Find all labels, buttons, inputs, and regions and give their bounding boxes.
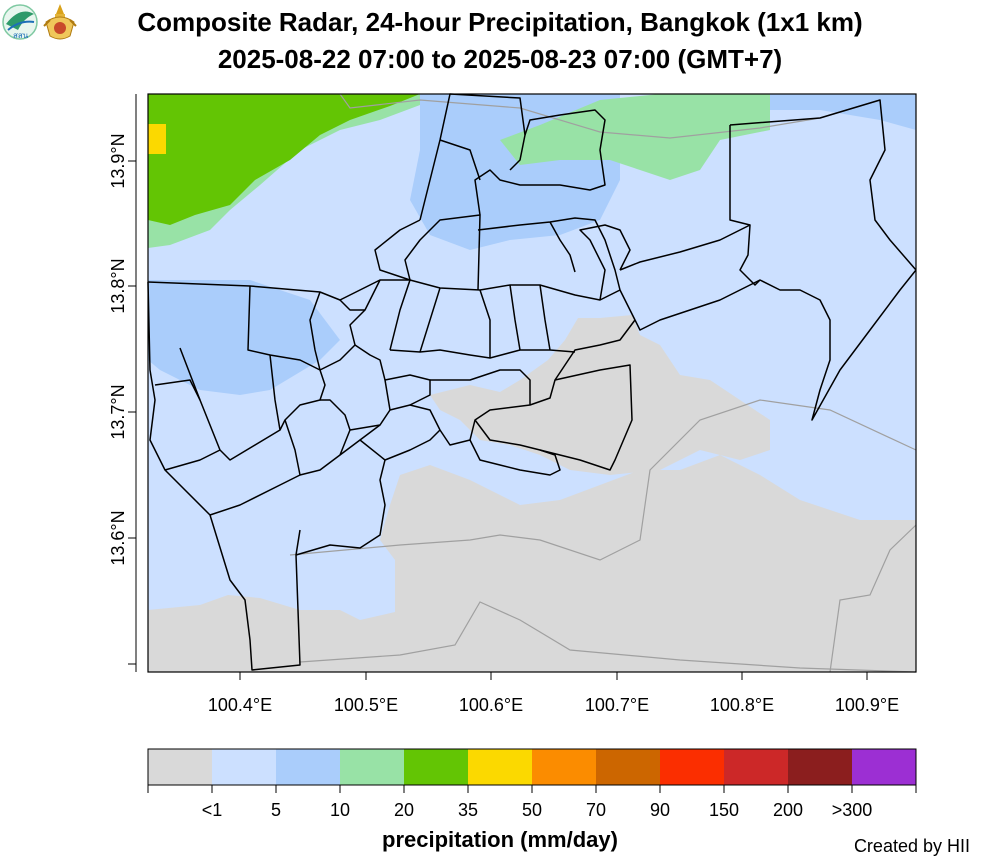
x-tick-label: 100.6°E bbox=[459, 695, 523, 715]
y-axis: 13.9°N 13.8°N 13.7°N 13.6°N bbox=[108, 94, 137, 672]
y-tick-label: 13.9°N bbox=[108, 133, 128, 188]
legend-swatch bbox=[404, 749, 469, 785]
precipitation-raster bbox=[148, 94, 916, 672]
raster-5-10-west bbox=[148, 280, 340, 395]
y-tick-label: 13.7°N bbox=[108, 384, 128, 439]
legend-swatch bbox=[468, 749, 533, 785]
y-tick-label: 13.6°N bbox=[108, 510, 128, 565]
legend-label: 150 bbox=[709, 800, 739, 820]
legend-label: 50 bbox=[522, 800, 542, 820]
legend-swatch bbox=[148, 749, 213, 785]
district-boundaries bbox=[147, 93, 917, 671]
legend-label: 10 bbox=[330, 800, 350, 820]
legend-swatch bbox=[276, 749, 341, 785]
x-tick-label: 100.5°E bbox=[334, 695, 398, 715]
y-tick-label: 13.8°N bbox=[108, 258, 128, 313]
legend-label: 20 bbox=[394, 800, 414, 820]
legend-label: 5 bbox=[271, 800, 281, 820]
x-tick-label: 100.4°E bbox=[208, 695, 272, 715]
legend-label: <1 bbox=[202, 800, 223, 820]
x-tick-label: 100.9°E bbox=[835, 695, 899, 715]
legend-label: 35 bbox=[458, 800, 478, 820]
legend-label: 200 bbox=[773, 800, 803, 820]
x-axis: 100.4°E 100.5°E 100.6°E 100.7°E 100.8°E 100.9… bbox=[148, 671, 916, 715]
legend: <1 5 10 20 35 50 70 90 150 200 >300 precipitation … bbox=[147, 748, 917, 852]
x-tick-label: 100.7°E bbox=[585, 695, 649, 715]
legend-label: 70 bbox=[586, 800, 606, 820]
legend-title: precipitation (mm/day) bbox=[382, 827, 618, 852]
legend-swatch bbox=[596, 749, 661, 785]
raster-20-35-nw bbox=[148, 94, 420, 225]
legend-swatch bbox=[340, 749, 405, 785]
hii-logo: สสน bbox=[2, 4, 38, 40]
raster-10-20-ne bbox=[500, 94, 770, 180]
province-boundaries bbox=[289, 93, 917, 673]
legend-label: >300 bbox=[832, 800, 873, 820]
raster-lt1-south bbox=[148, 455, 916, 672]
legend-swatch bbox=[660, 749, 725, 785]
x-tick-label: 100.8°E bbox=[710, 695, 774, 715]
chart-subtitle: 2025-08-22 07:00 to 2025-08-23 07:00 (GM… bbox=[217, 44, 783, 74]
logo-text: สสน bbox=[13, 31, 29, 40]
royal-emblem-logo bbox=[43, 4, 77, 40]
legend-swatch bbox=[852, 749, 917, 785]
legend-swatch bbox=[724, 749, 789, 785]
chart-title: Composite Radar, 24-hour Precipitation, … bbox=[137, 7, 863, 37]
raster-35-50-cell bbox=[148, 124, 166, 154]
credit-text: Created by HII bbox=[853, 836, 970, 856]
legend-label: 90 bbox=[650, 800, 670, 820]
legend-swatch bbox=[532, 749, 597, 785]
legend-swatch bbox=[788, 749, 853, 785]
legend-swatch bbox=[212, 749, 277, 785]
